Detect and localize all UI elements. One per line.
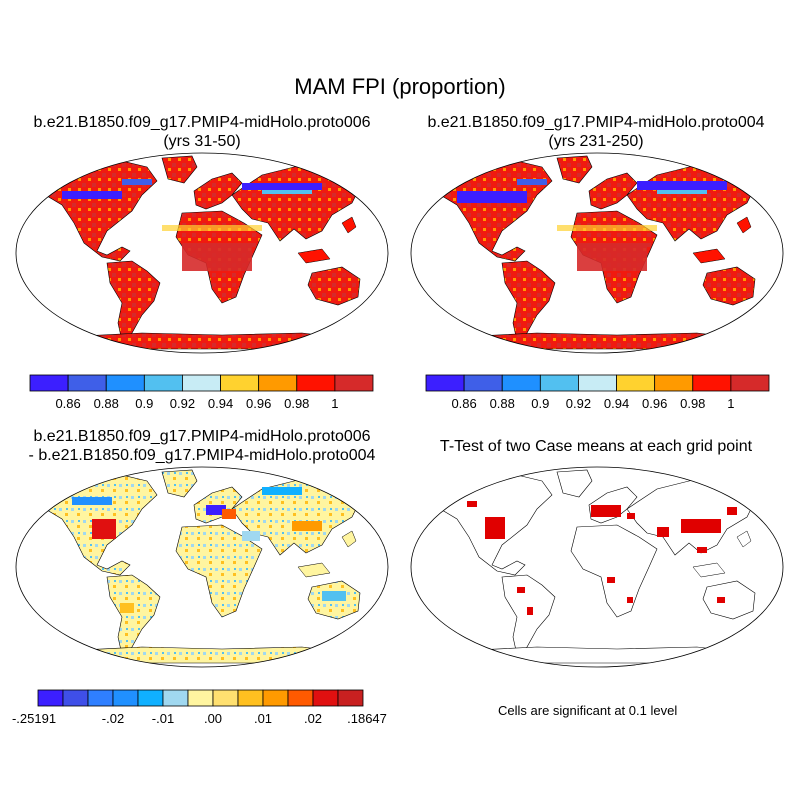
colorbar-tick-label: 0.92 <box>565 396 592 411</box>
panel-title-case2-line2: (yrs 231-250) <box>548 133 644 150</box>
panel-title-case1: b.e21.B1850.f09_g17.PMIP4-midHolo.proto0… <box>12 113 392 151</box>
map-panel-case1 <box>15 152 389 354</box>
colorbar-cell <box>692 374 732 392</box>
colorbar-tick-label: .18647 <box>347 711 387 726</box>
panel-title-case2: b.e21.B1850.f09_g17.PMIP4-midHolo.proto0… <box>406 113 786 151</box>
colorbar-tick-label: -.25191 <box>11 711 57 726</box>
colorbar-cell <box>578 374 617 392</box>
colorbar-cell <box>87 689 114 707</box>
colorbar-tick-label: 0.9 <box>135 396 154 411</box>
colorbar-cell <box>296 374 336 392</box>
colorbar-cell <box>334 374 374 392</box>
figure-title: MAM FPI (proportion) <box>294 74 506 99</box>
colorbar-cell <box>182 374 221 392</box>
colorbar-tick-label: -.02 <box>101 711 125 726</box>
significance-note: Cells are significant at 0.1 level <box>498 703 678 718</box>
colorbar-cell <box>501 374 541 392</box>
colorbar-cell <box>616 374 656 392</box>
colorbar-cell <box>237 689 264 707</box>
colorbar-cell <box>220 374 260 392</box>
colorbar-cell <box>539 374 579 392</box>
colorbar-tick-label: 0.98 <box>284 396 310 411</box>
map-panel-difference <box>15 466 389 668</box>
colorbar-tick-label: .01 <box>253 711 273 726</box>
colorbar-difference <box>37 689 364 707</box>
colorbar-tick-label: 1 <box>331 396 339 411</box>
map-panel-ttest <box>410 466 784 668</box>
panel-title-difference-line1: b.e21.B1850.f09_g17.PMIP4-midHolo.proto0… <box>33 428 371 445</box>
colorbar-cell <box>463 374 503 392</box>
colorbar-case2 <box>425 374 770 392</box>
colorbar-cell <box>67 374 107 392</box>
panel-title-case1-line2: (yrs 31-50) <box>163 133 241 150</box>
colorbar-tick-label: -.01 <box>151 711 175 726</box>
panel-title-case1-line1: b.e21.B1850.f09_g17.PMIP4-midHolo.proto0… <box>33 114 371 131</box>
colorbar-cell <box>262 689 289 707</box>
map-panel-case2 <box>410 152 784 354</box>
colorbar-cell <box>143 374 183 392</box>
colorbar-cell <box>287 689 314 707</box>
colorbar-tick-label: .02 <box>303 711 323 726</box>
panel-title-ttest: T-Test of two Case means at each grid po… <box>406 437 786 456</box>
colorbar-tick-label: 0.94 <box>603 396 630 411</box>
colorbar-tick-label: 0.98 <box>680 396 706 411</box>
panel-title-difference-line2: - b.e21.B1850.f09_g17.PMIP4-midHolo.prot… <box>28 447 376 464</box>
colorbar-cell <box>137 689 164 707</box>
colorbar-cell <box>162 689 189 707</box>
colorbar-case1 <box>29 374 374 392</box>
colorbar-tick-label: 0.88 <box>489 396 515 411</box>
colorbar-cell <box>112 689 139 707</box>
colorbar-cell <box>258 374 298 392</box>
colorbar-cell <box>212 689 239 707</box>
colorbar-cell <box>337 689 364 707</box>
colorbar-cell <box>37 689 64 707</box>
colorbar-tick-label: 0.86 <box>55 396 81 411</box>
colorbar-tick-label: 0.96 <box>246 396 272 411</box>
colorbar-cell <box>312 689 339 707</box>
colorbar-tick-label: 1 <box>727 396 735 411</box>
colorbar-cell <box>730 374 770 392</box>
colorbar-tick-label: 0.96 <box>642 396 668 411</box>
colorbar-cell <box>654 374 694 392</box>
colorbar-cell <box>105 374 145 392</box>
colorbar-cell <box>187 689 214 707</box>
panel-title-case2-line1: b.e21.B1850.f09_g17.PMIP4-midHolo.proto0… <box>427 114 765 131</box>
colorbar-tick-label: 0.9 <box>531 396 550 411</box>
colorbar-cell <box>29 374 69 392</box>
colorbar-tick-label: .00 <box>203 711 223 726</box>
colorbar-cell <box>62 689 89 707</box>
colorbar-tick-label: 0.86 <box>451 396 477 411</box>
colorbar-cell <box>425 374 465 392</box>
panel-title-ttest-line1: T-Test of two Case means at each grid po… <box>439 438 753 455</box>
colorbar-tick-label: 0.94 <box>207 396 234 411</box>
colorbar-tick-label: 0.92 <box>169 396 196 411</box>
panel-title-difference: b.e21.B1850.f09_g17.PMIP4-midHolo.proto0… <box>12 427 392 465</box>
colorbar-tick-label: 0.88 <box>93 396 119 411</box>
